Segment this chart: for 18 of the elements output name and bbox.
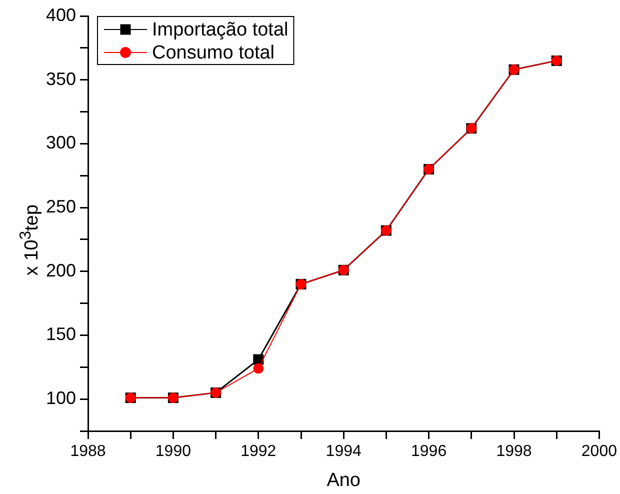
y-tick-label: 300 bbox=[46, 132, 76, 153]
x-axis-title: Ano bbox=[326, 470, 361, 491]
y-tick-label: 100 bbox=[46, 388, 76, 408]
y-tick-label: 200 bbox=[46, 260, 76, 280]
point bbox=[253, 363, 264, 374]
y-tick-label: 150 bbox=[46, 324, 76, 344]
x-tick-label: 1988 bbox=[70, 443, 106, 460]
x-tick-label: 1994 bbox=[326, 443, 362, 460]
y-tick-label: 400 bbox=[46, 4, 76, 25]
x-tick-label: 1996 bbox=[411, 443, 447, 460]
x-tick-label: 1990 bbox=[155, 443, 192, 460]
legend-label: Importação total bbox=[152, 20, 288, 41]
legend-label: Consumo total bbox=[152, 42, 275, 64]
x-tick-label: 1998 bbox=[496, 443, 532, 460]
y-tick-label: 350 bbox=[46, 68, 76, 89]
x-tick-label: 2000 bbox=[581, 443, 618, 460]
y-tick-label: 250 bbox=[46, 196, 76, 217]
x-tick-label: 1992 bbox=[240, 443, 276, 460]
